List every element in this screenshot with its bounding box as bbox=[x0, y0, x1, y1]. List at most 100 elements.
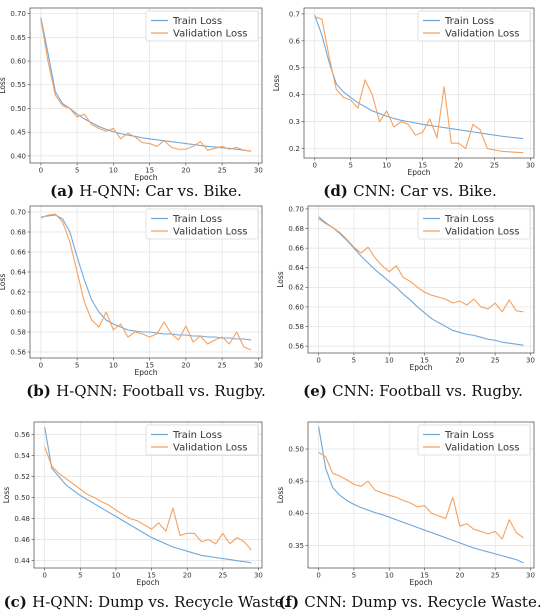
caption-letter: (e) bbox=[303, 382, 332, 400]
y-axis-label: Loss bbox=[0, 77, 7, 94]
x-tick-label: 15 bbox=[145, 167, 154, 175]
x-tick-label: 0 bbox=[313, 162, 317, 170]
chart-panel: 0 5 10 15 20 25 30 0.2 0.3 0.4 0.5 0.6 0.7 Epoch Loss T… bbox=[272, 7, 535, 200]
caption-text: CNN: Car vs. Bike. bbox=[353, 182, 497, 200]
caption-text: H-QNN: Car vs. Bike. bbox=[79, 182, 242, 200]
plot-frame bbox=[307, 421, 535, 569]
legend-label: Train Loss bbox=[172, 430, 222, 441]
plot-frame bbox=[307, 205, 535, 354]
x-tick-label: 0 bbox=[316, 357, 320, 365]
x-tick-label: 20 bbox=[454, 162, 463, 170]
y-tick-label: 0.66 bbox=[10, 248, 26, 256]
legend-box bbox=[417, 424, 531, 456]
x-axis-label: Epoch bbox=[408, 168, 431, 177]
y-tick-label: 0.58 bbox=[10, 328, 26, 336]
series-line-train-loss bbox=[318, 216, 524, 346]
x-tick-label: 5 bbox=[75, 167, 79, 175]
x-tick-label: 15 bbox=[420, 357, 429, 365]
series-line-train-loss bbox=[40, 214, 252, 341]
caption-letter: (b) bbox=[26, 382, 56, 400]
y-tick-label: 0.58 bbox=[288, 323, 304, 331]
x-tick-label: 20 bbox=[181, 362, 190, 370]
y-tick-label: 0.3 bbox=[289, 118, 300, 126]
y-tick-label: 0.60 bbox=[288, 303, 304, 311]
x-tick-label: 10 bbox=[111, 572, 120, 580]
series-line-validation-loss bbox=[314, 16, 524, 154]
y-tick-label: 0.40 bbox=[10, 152, 26, 160]
legend-label: Validation Loss bbox=[445, 443, 520, 454]
panel-caption: (c) H-QNN: Dump vs. Recycle Waste. bbox=[4, 593, 289, 611]
y-tick-label: 0.45 bbox=[288, 478, 304, 486]
legend-box bbox=[417, 208, 531, 240]
y-axis-label: Loss bbox=[276, 487, 285, 504]
x-tick-label: 20 bbox=[183, 572, 192, 580]
x-tick-label: 30 bbox=[254, 572, 263, 580]
y-tick-label: 0.52 bbox=[14, 473, 30, 481]
x-tick-label: 0 bbox=[39, 362, 43, 370]
x-tick-label: 30 bbox=[526, 162, 535, 170]
x-axis-label: Epoch bbox=[135, 173, 158, 182]
y-tick-label: 0.70 bbox=[288, 205, 304, 213]
legend-label: Train Loss bbox=[172, 16, 222, 27]
y-tick-label: 0.2 bbox=[289, 145, 300, 153]
caption-text: CNN: Dump vs. Recycle Waste. bbox=[304, 593, 541, 611]
caption-letter: (a) bbox=[50, 182, 79, 200]
y-tick-label: 0.60 bbox=[10, 57, 26, 65]
panel-caption: (e) CNN: Football vs. Rugby. bbox=[303, 382, 523, 400]
x-tick-label: 5 bbox=[348, 162, 352, 170]
x-tick-label: 10 bbox=[109, 167, 118, 175]
y-tick-label: 0.64 bbox=[10, 268, 26, 276]
x-tick-label: 25 bbox=[218, 362, 227, 370]
x-tick-label: 25 bbox=[491, 572, 500, 580]
y-tick-label: 0.50 bbox=[14, 494, 30, 502]
y-tick-label: 0.54 bbox=[14, 452, 30, 460]
chart-panel: 0 5 10 15 20 25 30 0.40 0.45 0.50 0.55 0.60 0.65 0.70… bbox=[0, 7, 263, 200]
panel-caption: (b) H-QNN: Football vs. Rugby. bbox=[26, 382, 266, 400]
x-tick-label: 20 bbox=[181, 167, 190, 175]
x-tick-label: 5 bbox=[352, 357, 356, 365]
series-line-train-loss bbox=[44, 427, 252, 564]
plot-frame bbox=[29, 7, 263, 164]
legend-label: Train Loss bbox=[444, 430, 494, 441]
legend-label: Train Loss bbox=[444, 16, 494, 27]
y-tick-label: 0.68 bbox=[288, 225, 304, 233]
y-tick-label: 0.46 bbox=[14, 536, 30, 544]
y-tick-label: 0.40 bbox=[288, 510, 304, 518]
y-tick-label: 0.7 bbox=[289, 10, 300, 18]
x-tick-label: 15 bbox=[145, 362, 154, 370]
y-tick-label: 0.44 bbox=[14, 557, 30, 565]
series-line-train-loss bbox=[318, 426, 524, 564]
chart-panel: 0 5 10 15 20 25 30 0.44 0.46 0.48 0.50 0.52 0.54 0.56… bbox=[2, 421, 289, 611]
x-tick-label: 5 bbox=[78, 572, 82, 580]
y-tick-label: 0.50 bbox=[288, 445, 304, 453]
legend-label: Train Loss bbox=[172, 214, 222, 225]
x-tick-label: 25 bbox=[491, 357, 500, 365]
caption-letter: (c) bbox=[4, 593, 33, 611]
chart-panel: 0 5 10 15 20 25 30 0.56 0.58 0.60 0.62 0.64 0.66 0.68… bbox=[0, 205, 266, 400]
x-axis-label: Epoch bbox=[137, 578, 160, 587]
series-line-validation-loss bbox=[40, 19, 252, 152]
caption-letter: (f) bbox=[278, 593, 304, 611]
x-tick-label: 5 bbox=[352, 572, 356, 580]
y-tick-label: 0.65 bbox=[10, 34, 26, 42]
x-tick-label: 30 bbox=[254, 167, 263, 175]
x-tick-label: 0 bbox=[39, 167, 43, 175]
y-tick-label: 0.48 bbox=[14, 515, 30, 523]
series-line-validation-loss bbox=[40, 213, 252, 351]
y-tick-label: 0.70 bbox=[10, 10, 26, 18]
y-tick-label: 0.64 bbox=[288, 264, 304, 272]
legend-box bbox=[145, 208, 259, 240]
x-tick-label: 20 bbox=[455, 357, 464, 365]
y-tick-label: 0.56 bbox=[288, 343, 304, 351]
x-axis-label: Epoch bbox=[410, 578, 433, 587]
caption-text: H-QNN: Football vs. Rugby. bbox=[56, 382, 266, 400]
chart-panel: 0 5 10 15 20 25 30 0.35 0.40 0.45 0.50 Epoch Loss Tra… bbox=[276, 421, 542, 611]
plot-frame bbox=[303, 7, 535, 159]
y-tick-label: 0.6 bbox=[289, 37, 301, 45]
x-tick-label: 20 bbox=[455, 572, 464, 580]
x-tick-label: 30 bbox=[526, 357, 535, 365]
legend-label: Validation Loss bbox=[445, 29, 520, 40]
x-tick-label: 25 bbox=[218, 572, 227, 580]
legend-label: Validation Loss bbox=[173, 227, 248, 238]
